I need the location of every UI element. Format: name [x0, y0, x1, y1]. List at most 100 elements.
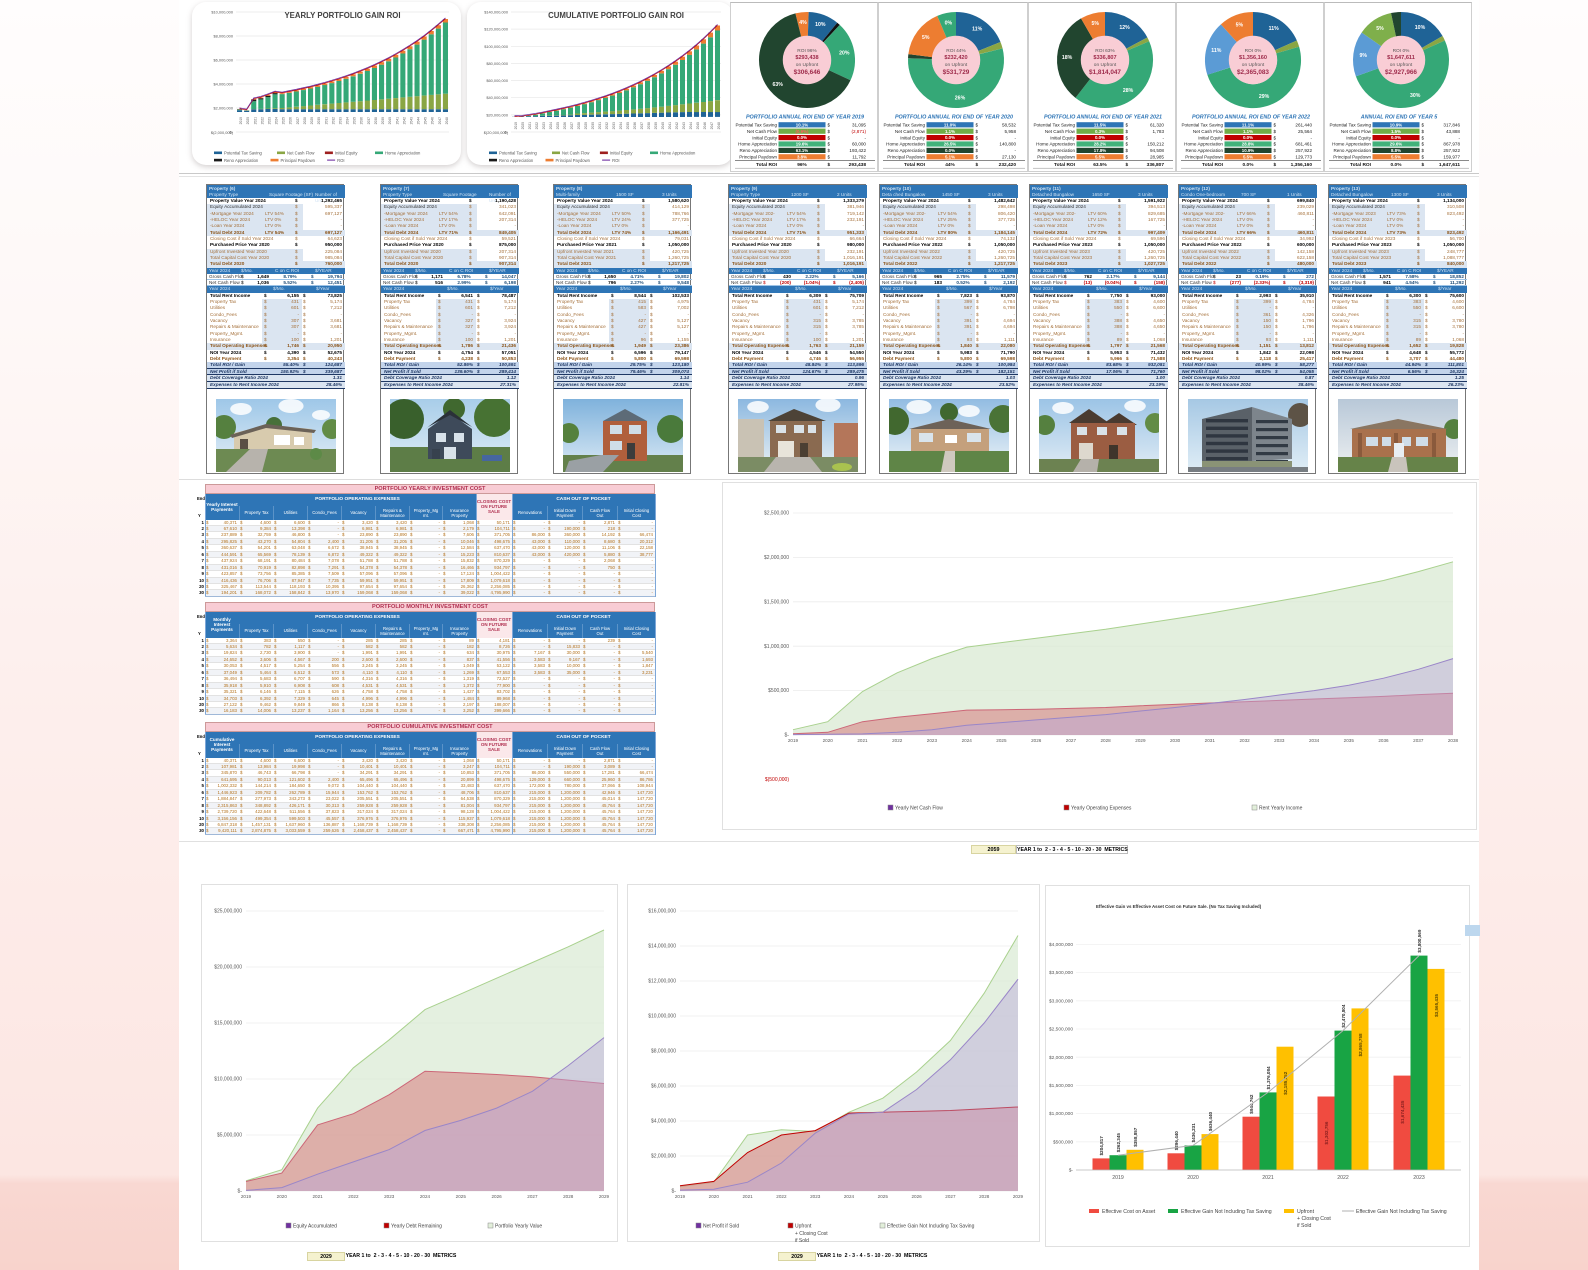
svg-text:on Upfront: on Upfront	[796, 62, 819, 68]
svg-text:Initial Equity: Initial Equity	[752, 135, 777, 140]
svg-text:$1,356,160: $1,356,160	[1239, 55, 1267, 61]
svg-text:$4,000,000: $4,000,000	[651, 1119, 676, 1125]
svg-text:Principal Paydown: Principal Paydown	[1333, 155, 1371, 160]
svg-text:-: -	[864, 135, 866, 140]
svg-text:28.8%: 28.8%	[1242, 142, 1255, 147]
svg-text:-: -	[1458, 135, 1460, 140]
svg-text:$4,000,000: $4,000,000	[214, 82, 234, 87]
svg-text:$: $	[976, 135, 979, 140]
svg-text:11%: 11%	[1211, 48, 1221, 54]
svg-text:ANNUAL ROI END OF YEAR 5: ANNUAL ROI END OF YEAR 5	[1360, 115, 1438, 121]
svg-text:(2,871): (2,871)	[851, 129, 866, 134]
svg-text:2025: 2025	[878, 1194, 889, 1199]
svg-text:$: $	[1126, 123, 1129, 128]
svg-text:$8,000,000: $8,000,000	[214, 34, 234, 39]
svg-text:$-: $-	[230, 130, 234, 135]
svg-text:150,212: 150,212	[1147, 142, 1164, 147]
svg-text:Reno Appreciation: Reno Appreciation	[224, 158, 259, 163]
svg-text:11,792: 11,792	[852, 155, 866, 160]
svg-text:Home Appreciation: Home Appreciation	[1036, 142, 1075, 147]
svg-text:17.8%: 17.8%	[1094, 148, 1107, 153]
svg-text:2021: 2021	[312, 1194, 323, 1199]
svg-text:18%: 18%	[1062, 55, 1073, 61]
svg-text:$5,000,000: $5,000,000	[217, 1133, 242, 1139]
svg-text:0.0%: 0.0%	[1095, 135, 1105, 140]
svg-text:$: $	[1274, 129, 1277, 134]
svg-text:Potential Tax Saving: Potential Tax Saving	[499, 151, 538, 156]
svg-text:2043: 2043	[682, 122, 686, 130]
svg-text:Potential Tax Saving: Potential Tax Saving	[1181, 123, 1223, 128]
svg-text:$2,500,000: $2,500,000	[764, 511, 789, 517]
svg-text:$20,000,000: $20,000,000	[214, 965, 242, 971]
svg-text:2025: 2025	[996, 738, 1007, 743]
svg-text:Yearly Net Cash Flow: Yearly Net Cash Flow	[895, 806, 943, 812]
svg-text:$(2,000,000): $(2,000,000)	[211, 130, 234, 135]
svg-text:2022: 2022	[776, 1194, 787, 1199]
svg-text:0.3%: 0.3%	[1095, 129, 1105, 134]
svg-text:0.0%: 0.0%	[1391, 135, 1401, 140]
svg-text:$: $	[828, 155, 831, 160]
svg-text:$: $	[828, 148, 831, 153]
svg-text:867,978: 867,978	[1443, 142, 1460, 147]
svg-text:Net Profit if Sold: Net Profit if Sold	[703, 1224, 739, 1230]
svg-text:Total ROI: Total ROI	[1202, 162, 1224, 168]
svg-text:$2,470,804: $2,470,804	[1341, 1004, 1346, 1027]
svg-text:Home Appreciation: Home Appreciation	[886, 142, 925, 147]
svg-text:Initial Equity: Initial Equity	[1346, 135, 1371, 140]
svg-text:$120,000,000: $120,000,000	[484, 27, 509, 32]
svg-text:on Upfront: on Upfront	[945, 62, 968, 68]
svg-text:2041: 2041	[395, 117, 399, 125]
svg-text:$1,376,084: $1,376,084	[1266, 1066, 1271, 1089]
svg-text:$2,000,000: $2,000,000	[1049, 1055, 1073, 1061]
svg-text:Home Appreciation: Home Appreciation	[660, 151, 696, 156]
svg-text:Home Appreciation: Home Appreciation	[385, 151, 421, 156]
svg-text:2020: 2020	[277, 1194, 288, 1199]
svg-text:317,846: 317,846	[1443, 123, 1460, 128]
svg-text:YEARLY PORTFOLIO GAIN ROI: YEARLY PORTFOLIO GAIN ROI	[284, 11, 400, 20]
svg-text:$: $	[1274, 162, 1277, 168]
svg-text:PORTFOLIO ANNUAL ROI END OF YE: PORTFOLIO ANNUAL ROI END OF YEAR 2019	[746, 115, 864, 121]
svg-text:31,095: 31,095	[852, 123, 866, 128]
svg-text:Principal Paydown: Principal Paydown	[739, 155, 777, 160]
svg-text:2041: 2041	[668, 122, 672, 130]
svg-text:2021: 2021	[253, 117, 257, 125]
svg-text:$14,000,000: $14,000,000	[648, 944, 676, 950]
svg-text:2027: 2027	[570, 122, 574, 130]
svg-text:$: $	[976, 148, 979, 153]
svg-text:Reno Appreciation: Reno Appreciation	[1333, 148, 1371, 153]
svg-text:129,773: 129,773	[1295, 155, 1312, 160]
svg-text:$10,000,000: $10,000,000	[648, 1014, 676, 1020]
svg-text:Potential Tax Saving: Potential Tax Saving	[224, 151, 263, 156]
svg-text:2024: 2024	[549, 122, 553, 130]
svg-text:2034: 2034	[619, 122, 623, 130]
svg-text:$(20,000,000): $(20,000,000)	[484, 130, 509, 135]
svg-text:Initial Equity: Initial Equity	[610, 151, 633, 156]
svg-text:CUMULATIVE PORTFOLIO GAIN ROI: CUMULATIVE PORTFOLIO GAIN ROI	[548, 11, 684, 20]
svg-text:2024: 2024	[962, 738, 973, 743]
svg-text:Net Cash Flow: Net Cash Flow	[1341, 129, 1372, 134]
svg-text:58,532: 58,532	[1002, 123, 1016, 128]
svg-text:Net Cash Flow: Net Cash Flow	[1045, 129, 1076, 134]
svg-text:$: $	[1422, 148, 1425, 153]
svg-text:$: $	[1274, 155, 1277, 160]
svg-text:$306,646: $306,646	[794, 69, 821, 76]
svg-text:+ Closing Cost: + Closing Cost	[1297, 1216, 1331, 1222]
svg-text:2024: 2024	[420, 1194, 431, 1199]
svg-text:$: $	[1126, 155, 1129, 160]
svg-text:Upfront: Upfront	[795, 1224, 812, 1230]
svg-text:$-: $-	[1069, 1168, 1074, 1174]
svg-text:PORTFOLIO ANNUAL ROI END OF YE: PORTFOLIO ANNUAL ROI END OF YEAR 2021	[1044, 115, 1162, 121]
svg-text:2032: 2032	[331, 117, 335, 125]
svg-text:2023: 2023	[810, 1194, 821, 1199]
svg-text:$: $	[1126, 135, 1129, 140]
svg-text:5%: 5%	[922, 35, 930, 41]
svg-text:$: $	[1422, 155, 1425, 160]
svg-text:2029: 2029	[310, 117, 314, 125]
svg-text:$: $	[1274, 142, 1277, 147]
svg-text:2030: 2030	[317, 117, 321, 125]
svg-text:2027: 2027	[1066, 738, 1077, 743]
svg-text:2023: 2023	[268, 117, 272, 125]
svg-text:$10,000,000: $10,000,000	[211, 10, 233, 15]
svg-text:2035: 2035	[1344, 738, 1355, 743]
svg-text:5%: 5%	[1091, 21, 1099, 27]
